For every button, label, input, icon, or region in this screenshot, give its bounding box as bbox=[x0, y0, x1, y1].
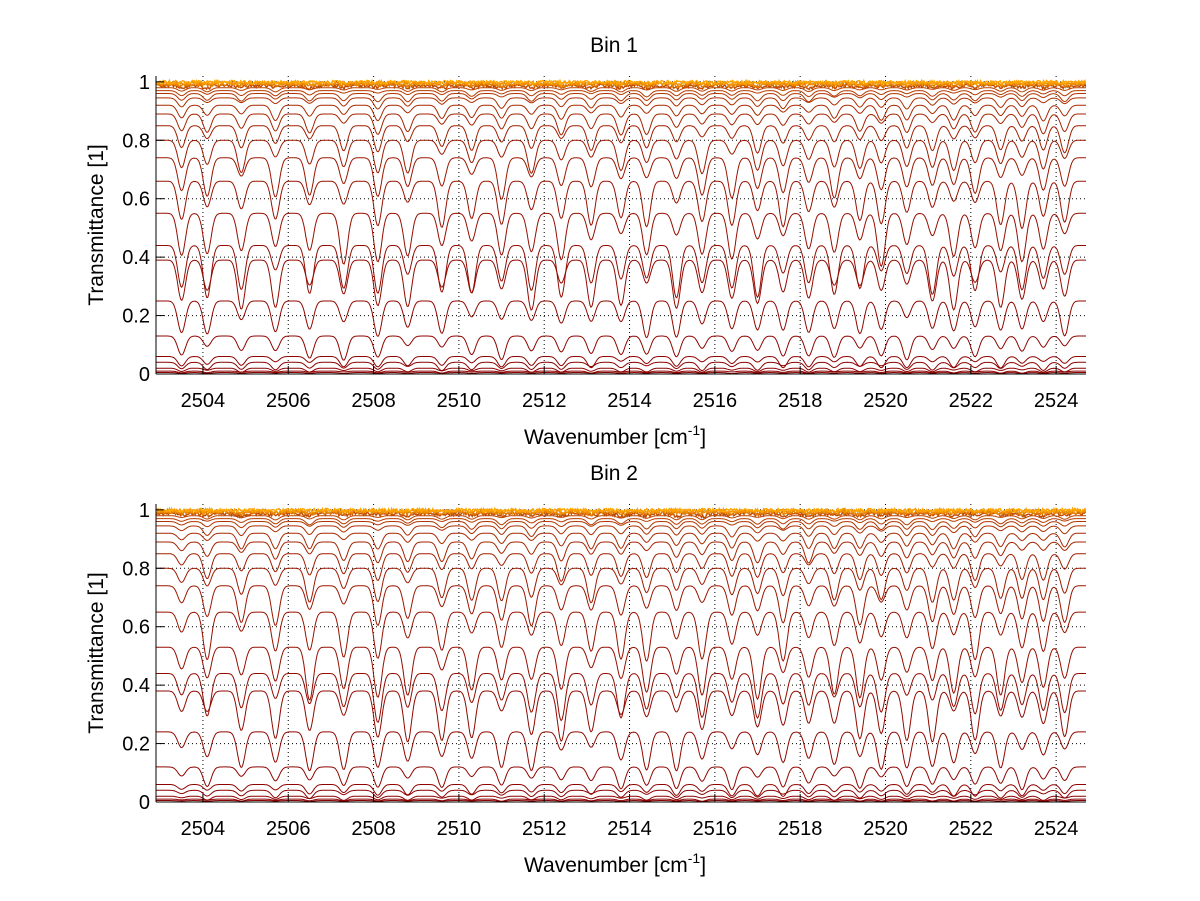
x-tick-label: 2514 bbox=[607, 390, 652, 412]
y-tick-label: 0.2 bbox=[122, 306, 150, 328]
x-tick-label: 2512 bbox=[522, 818, 567, 840]
x-tick-label: 2506 bbox=[266, 390, 311, 412]
x-tick-label: 2508 bbox=[351, 818, 396, 840]
series-line-8 bbox=[156, 731, 1086, 772]
series-line-18 bbox=[156, 525, 1086, 538]
x-tick-label: 2504 bbox=[181, 390, 226, 412]
series-line-11 bbox=[156, 646, 1086, 701]
x-tick-label: 2518 bbox=[778, 390, 823, 412]
y-tick-label: 0.4 bbox=[122, 247, 150, 269]
series-line-13 bbox=[156, 157, 1086, 200]
y-tick-label: 0 bbox=[139, 792, 150, 814]
chart-panel-2: 2504 2506 2508 2510 2512 2514 2516 2518 2520 2522… bbox=[85, 462, 1086, 877]
y-tick-label: 0.6 bbox=[122, 617, 150, 639]
y-tick-label: 0.4 bbox=[122, 675, 150, 697]
series-line-9 bbox=[156, 690, 1086, 743]
x-tick-label: 2516 bbox=[693, 818, 738, 840]
series-line-6 bbox=[156, 355, 1086, 369]
chart-panel-1: 2504 2506 2508 2510 2512 2514 2516 2518 2520 2522… bbox=[85, 34, 1086, 449]
y-tick-label: 0.6 bbox=[122, 189, 150, 211]
x-tick-label: 2516 bbox=[693, 390, 738, 412]
series-line-17 bbox=[156, 532, 1086, 550]
series-line-16 bbox=[156, 541, 1086, 564]
series-line-20 bbox=[156, 518, 1086, 526]
x-tick-label: 2520 bbox=[863, 818, 908, 840]
series-line-21 bbox=[156, 87, 1086, 93]
series-line-14 bbox=[156, 567, 1086, 604]
x-tick-label: 2522 bbox=[949, 390, 994, 412]
x-axis-label: Wavenumber [cm-1] bbox=[524, 422, 706, 449]
y-tick-label: 0 bbox=[139, 364, 150, 386]
x-tick-label: 2510 bbox=[437, 390, 482, 412]
x-tick-label: 2512 bbox=[522, 390, 567, 412]
series-line-25 bbox=[156, 506, 1086, 514]
plot-area bbox=[156, 76, 1086, 374]
series-line-6 bbox=[156, 783, 1086, 797]
series-line-4 bbox=[156, 367, 1086, 373]
series-line-8 bbox=[156, 300, 1086, 339]
x-tick-label: 2520 bbox=[863, 390, 908, 412]
x-tick-label: 2522 bbox=[949, 818, 994, 840]
y-tick-label: 0.8 bbox=[122, 130, 150, 152]
series-group bbox=[156, 506, 1086, 802]
series-line-13 bbox=[156, 585, 1086, 627]
series-line-7 bbox=[156, 335, 1086, 361]
series-line-19 bbox=[156, 93, 1086, 103]
series-line-18 bbox=[156, 97, 1086, 110]
series-line-15 bbox=[156, 553, 1086, 582]
series-line-16 bbox=[156, 113, 1086, 136]
series-line-7 bbox=[156, 766, 1086, 791]
series-line-12 bbox=[156, 180, 1086, 230]
series-line-10 bbox=[156, 245, 1086, 299]
series-line-25 bbox=[156, 78, 1086, 86]
series-line-19 bbox=[156, 521, 1086, 531]
chart-title: Bin 2 bbox=[590, 462, 638, 485]
y-tick-label: 1 bbox=[139, 72, 150, 94]
y-tick-label: 0.8 bbox=[122, 558, 150, 580]
series-line-17 bbox=[156, 104, 1086, 122]
series-line-11 bbox=[156, 212, 1086, 268]
series-line-14 bbox=[156, 139, 1086, 175]
series-line-15 bbox=[156, 125, 1086, 154]
y-axis-label: Transmittance [1] bbox=[85, 572, 108, 733]
x-tick-label: 2506 bbox=[266, 818, 311, 840]
series-line-5 bbox=[156, 789, 1086, 800]
y-axis-label: Transmittance [1] bbox=[85, 144, 108, 305]
x-axis-label: Wavenumber [cm-1] bbox=[524, 850, 706, 877]
series-line-12 bbox=[156, 611, 1086, 662]
x-tick-label: 2524 bbox=[1034, 818, 1079, 840]
x-tick-label: 2508 bbox=[351, 390, 396, 412]
series-group bbox=[156, 78, 1086, 374]
series-line-5 bbox=[156, 361, 1086, 372]
series-line-10 bbox=[156, 673, 1086, 724]
x-tick-label: 2518 bbox=[778, 818, 823, 840]
y-tick-label: 0.2 bbox=[122, 734, 150, 756]
x-tick-label: 2524 bbox=[1034, 390, 1079, 412]
x-tick-label: 2504 bbox=[181, 818, 226, 840]
x-tick-label: 2514 bbox=[607, 818, 652, 840]
x-tick-label: 2510 bbox=[437, 818, 482, 840]
series-line-9 bbox=[156, 259, 1086, 311]
chart-title: Bin 1 bbox=[590, 34, 638, 57]
series-line-20 bbox=[156, 90, 1086, 98]
series-line-3 bbox=[156, 798, 1086, 802]
series-line-2 bbox=[156, 372, 1086, 374]
y-tick-label: 1 bbox=[139, 500, 150, 522]
